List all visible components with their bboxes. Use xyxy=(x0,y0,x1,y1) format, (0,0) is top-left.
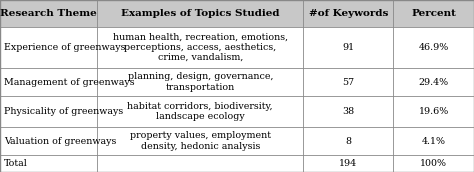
Text: 38: 38 xyxy=(342,107,355,116)
Bar xyxy=(0,0,474,26)
Text: property values, employment
density, hedonic analysis: property values, employment density, hed… xyxy=(130,131,271,151)
Text: Management of greenways: Management of greenways xyxy=(4,78,135,87)
Bar xyxy=(0,68,474,96)
Text: planning, design, governance,
transportation: planning, design, governance, transporta… xyxy=(128,72,273,92)
Text: Experience of greenways: Experience of greenways xyxy=(4,43,125,52)
Text: Research Theme: Research Theme xyxy=(0,9,97,18)
Text: Valuation of greenways: Valuation of greenways xyxy=(4,137,116,146)
Text: 8: 8 xyxy=(346,137,351,146)
Text: Physicality of greenways: Physicality of greenways xyxy=(4,107,123,116)
Text: human health, recreation, emotions,
perceptions, access, aesthetics,
crime, vand: human health, recreation, emotions, perc… xyxy=(113,32,288,62)
Text: 57: 57 xyxy=(342,78,355,87)
Text: habitat corridors, biodiversity,
landscape ecology: habitat corridors, biodiversity, landsca… xyxy=(128,102,273,121)
Text: 19.6%: 19.6% xyxy=(419,107,449,116)
Bar xyxy=(0,127,474,155)
Text: 29.4%: 29.4% xyxy=(419,78,449,87)
Text: 100%: 100% xyxy=(420,159,447,168)
Bar xyxy=(0,155,474,172)
Text: Examples of Topics Studied: Examples of Topics Studied xyxy=(121,9,280,18)
Bar xyxy=(0,26,474,68)
Text: 46.9%: 46.9% xyxy=(419,43,449,52)
Text: Percent: Percent xyxy=(411,9,456,18)
Text: #of Keywords: #of Keywords xyxy=(309,9,388,18)
Text: 91: 91 xyxy=(342,43,355,52)
Text: 194: 194 xyxy=(339,159,357,168)
Text: Total: Total xyxy=(4,159,27,168)
Bar xyxy=(0,96,474,127)
Text: 4.1%: 4.1% xyxy=(422,137,446,146)
